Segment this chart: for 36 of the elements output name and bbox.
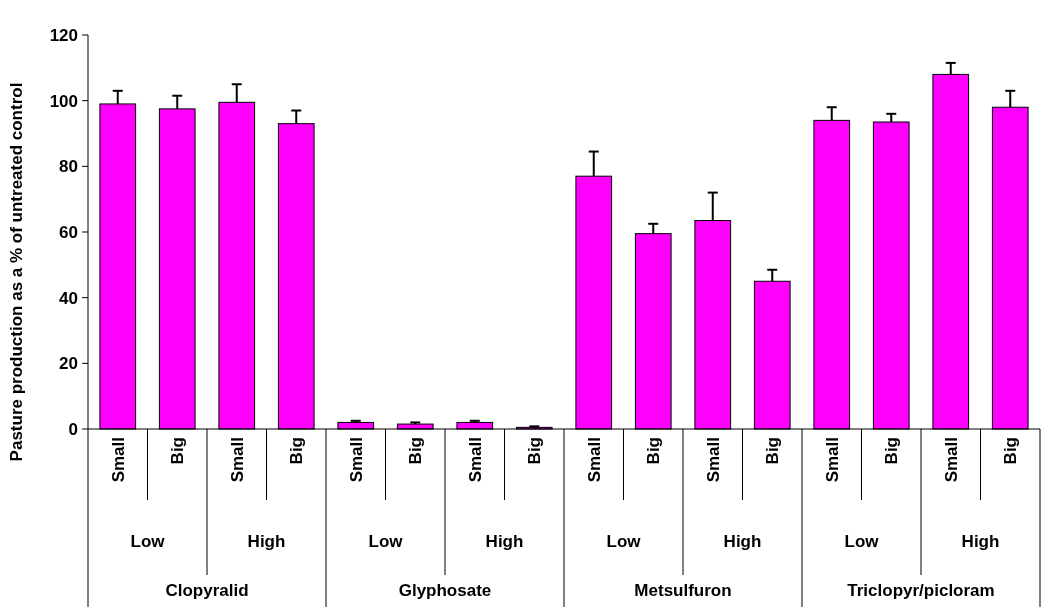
x-tick-label: Big bbox=[287, 437, 307, 465]
y-tick-label: 20 bbox=[59, 354, 78, 374]
x-tick-label: Small bbox=[703, 437, 723, 483]
x-tick-label: Small bbox=[108, 437, 128, 483]
text: Low bbox=[844, 532, 880, 551]
x-tick-label: Small bbox=[346, 437, 366, 483]
y-tick-label: 120 bbox=[49, 25, 78, 45]
x-tick-label: Small bbox=[465, 437, 485, 483]
text: Low bbox=[130, 532, 166, 551]
text: Clopyralid bbox=[165, 581, 249, 600]
y-tick-label: 0 bbox=[68, 419, 78, 439]
text: Triclopyr/picloram bbox=[847, 581, 995, 600]
text: Glyphosate bbox=[398, 581, 492, 600]
x-tick-label: Big bbox=[882, 437, 902, 465]
x-tick-label: Big bbox=[525, 437, 545, 465]
text: High bbox=[961, 532, 1000, 551]
y-tick-label: 60 bbox=[59, 222, 78, 242]
x-tick-label: Big bbox=[763, 437, 783, 465]
y-axis-title: Pasture production as a % of untreated control bbox=[7, 82, 26, 462]
x-tick-label: Big bbox=[406, 437, 426, 465]
text: Metsulfuron bbox=[634, 581, 732, 600]
x-tick-label: Small bbox=[584, 437, 604, 483]
text: Low bbox=[606, 532, 642, 551]
x-tick-label: Small bbox=[941, 437, 961, 483]
text: High bbox=[723, 532, 762, 551]
y-tick-label: 80 bbox=[59, 157, 78, 177]
x-tick-label: Small bbox=[227, 437, 247, 483]
text: Low bbox=[368, 532, 404, 551]
text: High bbox=[485, 532, 524, 551]
x-tick-label: Big bbox=[644, 437, 664, 465]
x-tick-label: Small bbox=[822, 437, 842, 483]
x-tick-label: Big bbox=[1001, 437, 1021, 465]
y-tick-label: 100 bbox=[49, 91, 78, 111]
x-tick-label: Big bbox=[168, 437, 188, 465]
text: High bbox=[247, 532, 286, 551]
y-tick-label: 40 bbox=[59, 288, 78, 308]
